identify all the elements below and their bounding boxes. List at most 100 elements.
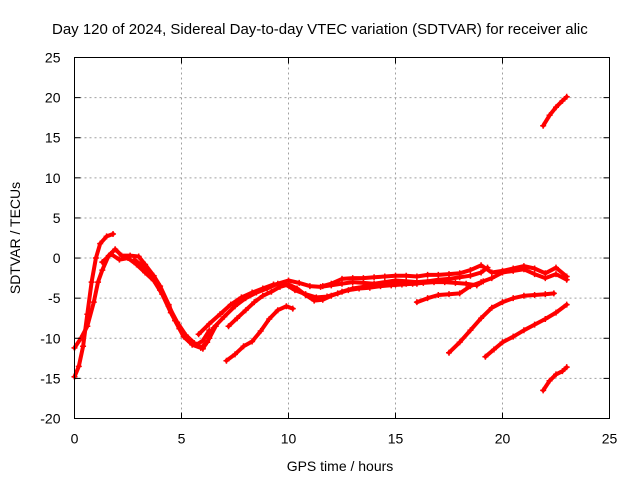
data-point [270, 281, 277, 288]
data-point [251, 299, 258, 306]
data-point [311, 297, 318, 304]
data-point [531, 265, 538, 272]
data-point [553, 264, 559, 271]
data-point [563, 301, 570, 308]
series-arc-7 [224, 304, 295, 363]
x-tick-label: 10 [281, 431, 297, 447]
data-point [221, 313, 228, 320]
data-point [328, 280, 335, 287]
data-point [88, 279, 95, 286]
data-point [563, 276, 570, 283]
data-point [206, 335, 213, 342]
y-tick-label: -20 [40, 411, 60, 427]
data-point [195, 331, 202, 338]
data-point [456, 270, 463, 277]
data-point [232, 303, 238, 310]
data-point [199, 337, 206, 344]
data-point [456, 339, 463, 346]
data-point [520, 292, 527, 299]
axis-ticks: 0 5 10 15 20 25 -20 -15 -10 -5 0 5 10 15 20 25 [40, 50, 617, 447]
data-point [234, 315, 241, 322]
data-point [199, 345, 206, 352]
data-point [478, 262, 485, 269]
data-point [403, 272, 410, 279]
data-point [319, 283, 326, 290]
data-point [99, 267, 106, 274]
data-point [467, 267, 474, 274]
y-axis-label: SDTVAR / TECUs [7, 182, 23, 294]
data-point [540, 122, 547, 129]
data-point [116, 256, 123, 263]
data-point [520, 266, 527, 273]
data-point [139, 263, 146, 270]
data-point [546, 112, 553, 119]
data-point [225, 323, 232, 330]
data-point [371, 282, 378, 289]
data-point [424, 295, 431, 302]
data-point [553, 371, 559, 378]
data-point [103, 233, 110, 240]
plot-frame [74, 57, 610, 419]
data-point [240, 343, 247, 350]
series-arc-3 [100, 252, 212, 347]
x-tick-label: 0 [71, 431, 79, 447]
data-point [289, 305, 296, 312]
data-point [319, 296, 326, 303]
data-point [182, 332, 189, 339]
data-point [446, 271, 452, 278]
data-point [135, 253, 142, 260]
data-point [520, 327, 527, 334]
y-tick-label: 15 [45, 130, 61, 146]
data-point [510, 295, 517, 302]
data-point [238, 294, 245, 301]
y-tick-label: 0 [53, 250, 61, 266]
data-point [553, 104, 559, 111]
data-point [392, 272, 399, 279]
data-point [478, 269, 485, 276]
data-point [95, 279, 102, 286]
x-tick-label: 5 [178, 431, 186, 447]
data-point [302, 291, 309, 298]
grid [74, 57, 610, 419]
data-point [174, 319, 181, 326]
data-point [424, 271, 431, 278]
data-point [381, 273, 388, 280]
data-point [467, 272, 474, 279]
data-point [542, 316, 549, 323]
data-point [125, 255, 131, 262]
chart-title: Day 120 of 2024, Sidereal Day-to-day VTE… [52, 21, 588, 38]
data-point [232, 351, 238, 358]
data-point [510, 333, 517, 340]
data-point [165, 303, 172, 310]
data-point [553, 271, 559, 278]
y-tick-label: -10 [40, 330, 60, 346]
data-point [90, 299, 97, 306]
data-point [242, 307, 249, 314]
data-point [441, 279, 448, 286]
data-point [413, 299, 420, 306]
data-point [328, 292, 335, 299]
data-point [75, 363, 82, 370]
x-tick-label: 25 [602, 431, 618, 447]
data-point [542, 291, 549, 298]
data-point [488, 269, 495, 276]
data-point [274, 307, 281, 314]
data-point [499, 339, 506, 346]
data-point [349, 275, 356, 282]
data-point [259, 292, 266, 299]
data-point [413, 273, 420, 280]
data-point [563, 93, 570, 100]
data-point [531, 291, 538, 298]
data-point [371, 274, 378, 281]
data-point [478, 315, 485, 322]
y-tick-label: 25 [45, 50, 61, 66]
data-point [490, 346, 497, 353]
data-point [276, 283, 283, 290]
data-point [339, 288, 345, 295]
data-point [283, 303, 290, 310]
data-point [499, 269, 506, 276]
data-point [431, 279, 438, 286]
data-point [482, 353, 489, 360]
data-point [92, 255, 99, 262]
data-point [285, 281, 292, 288]
